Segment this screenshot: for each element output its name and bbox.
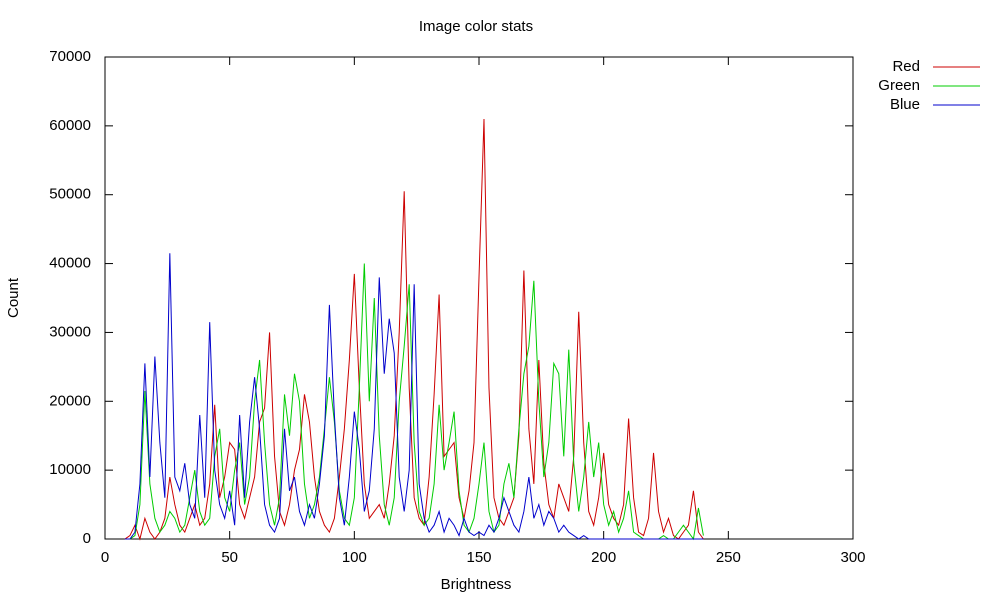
legend-label: Blue (890, 96, 920, 113)
y-axis-label: Count (5, 277, 22, 318)
legend-label: Red (892, 58, 920, 75)
y-tick-label: 10000 (49, 461, 91, 478)
x-tick-label: 150 (466, 549, 491, 566)
y-tick-label: 30000 (49, 323, 91, 340)
x-tick-label: 200 (591, 549, 616, 566)
y-tick-label: 20000 (49, 392, 91, 409)
x-tick-label: 250 (716, 549, 741, 566)
chart-title: Image color stats (419, 18, 533, 35)
series-line (124, 263, 704, 541)
y-tick-label: 70000 (49, 48, 91, 65)
y-tick-label: 50000 (49, 186, 91, 203)
x-tick-label: 0 (101, 549, 109, 566)
series-line (124, 118, 704, 541)
x-tick-label: 50 (221, 549, 238, 566)
y-tick-label: 40000 (49, 255, 91, 272)
y-tick-label: 0 (83, 530, 91, 547)
series-line (124, 253, 704, 540)
y-tick-label: 60000 (49, 117, 91, 134)
x-tick-label: 300 (840, 549, 865, 566)
legend-label: Green (878, 77, 920, 94)
x-tick-label: 100 (342, 549, 367, 566)
x-axis-label: Brightness (441, 576, 512, 593)
